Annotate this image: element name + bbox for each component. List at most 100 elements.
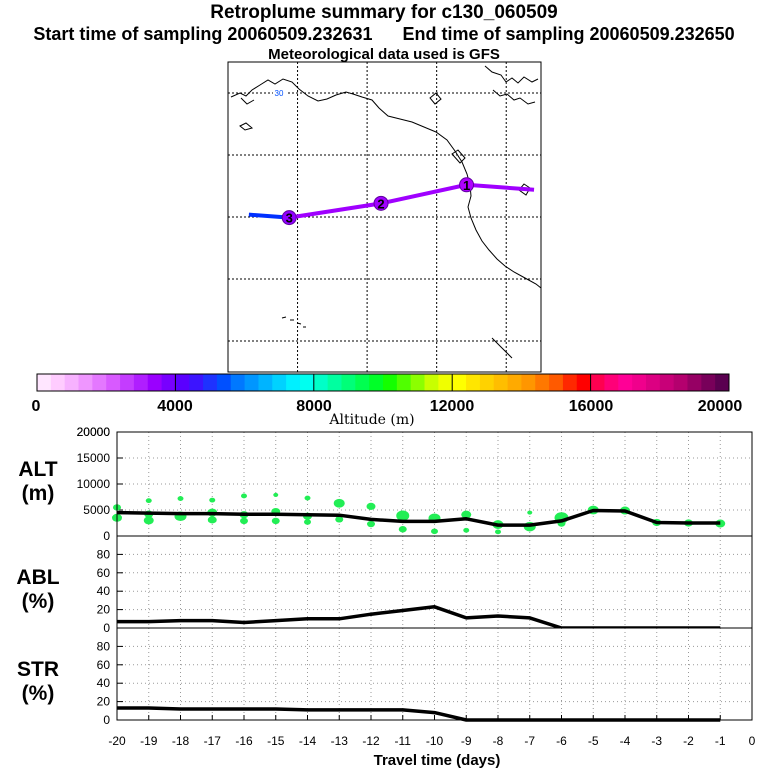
y-tick-label: 5000 [83,503,110,517]
scatter-point [273,492,279,497]
scatter-point [145,498,152,504]
scatter-point [366,502,376,510]
colorbar-swatch [64,374,79,391]
colorbar-swatch [189,374,204,391]
sampling-times: Start time of sampling 20060509.232631 En… [0,24,768,45]
scatter-point [463,527,470,533]
panel-abl: 0 20 40 60 80 ABL(%) [16,535,753,635]
island-shape [239,122,254,131]
colorbar-tick-label: 20000 [698,398,743,415]
x-axis: -20 -19 -18 -17 -16 -15 -14 -13 -12 -11 -10 -9 -8 -7-… [108,715,756,748]
x-tick-label: -6 [556,734,567,748]
map-marker-label: 30 [275,89,284,98]
colorbar-swatch [313,374,329,391]
x-tick-label: -5 [588,734,599,748]
scatter-point [209,497,216,503]
x-tick-label: -12 [362,734,380,748]
trajectory-point-label: 2 [377,196,384,211]
colorbar-tick-label: 4000 [157,398,193,415]
time-series-panels: 0500010000150002000020000ALT(m)020406080… [16,425,755,748]
y-tick-label: 20 [97,695,111,709]
colorbar-swatch [133,374,149,391]
x-tick-label: -2 [683,734,694,748]
scatter-point [495,529,501,535]
scatter-point [398,526,407,533]
colorbar-swatch [50,374,66,391]
x-tick-label: -1 [715,734,726,748]
y-tick-label: 80 [97,639,111,653]
hawaii-islands [281,316,306,328]
colorbar-swatch [632,374,647,391]
colorbar-swatch [161,374,176,391]
y-axis-label: STR [17,658,59,681]
scatter-point [241,493,247,499]
colorbar-swatch [562,374,578,391]
panel-str: 0 20 40 60 80 STR(%) [17,627,753,727]
trajectory-point [459,177,475,193]
x-tick-label: -19 [140,734,158,748]
colorbar-swatch [383,374,398,391]
colorbar-swatch [244,374,259,391]
y-tick-label: 40 [97,676,111,690]
trajectory-point-label: 3 [286,211,293,226]
end-time-label: End time of sampling 20060509.232650 [402,24,735,44]
trajectory: 1 2 3 [248,177,535,226]
colorbar-swatch [645,374,661,391]
y-axis-label: (%) [22,590,55,613]
y-tick-label: 0 [103,621,110,635]
scatter-point [333,498,345,508]
colorbar-swatch [369,374,384,391]
x-tick-label: -17 [204,734,222,748]
colorbar-swatch [507,374,522,391]
colorbar-swatch [479,374,495,391]
colorbar-swatch [535,374,550,391]
scatter-point [461,510,472,519]
trajectory-point-label: 1 [463,178,470,193]
colorbar-swatch [466,374,481,391]
trajectory-point [373,195,389,211]
colorbar-swatch [659,374,675,391]
colorbar-swatch [618,374,633,391]
y-tick-label: 20000 [77,425,111,439]
colorbar-swatch [147,374,162,391]
x-tick-label: -20 [108,734,126,748]
trajectory-line [288,182,535,220]
panel-background [117,628,752,720]
y-tick-label: 20000 [77,425,111,439]
inland-border [484,65,539,84]
colorbar-swatch [673,374,688,391]
colorbar-frame [36,373,730,392]
scatter-point [240,517,248,525]
x-tick-label: -4 [620,734,631,748]
x-tick-label: -14 [299,734,317,748]
colorbar-swatch [715,374,730,391]
x-axis-label: Travel time (days) [374,752,501,768]
trajectory-point [281,210,297,226]
y-tick-label: 0 [103,713,110,727]
y-tick-label: 20 [97,603,111,617]
y-axis-label: (%) [22,682,55,705]
colorbar-swatch [327,374,342,391]
scatter-point [367,520,375,528]
series-line [116,508,721,527]
y-tick-label: 60 [97,566,111,580]
x-tick-label: -8 [493,734,504,748]
scatter-point [335,516,344,523]
scatter-point [431,528,438,535]
x-tick-label: -15 [267,734,285,748]
colorbar-swatch [286,374,301,391]
colorbar-tick-label: 0 [32,398,41,415]
colorbar [36,373,730,392]
colorbar-tick-label: 12000 [430,398,475,415]
colorbar-swatch [92,374,107,391]
marker-background [273,90,286,98]
colorbar-swatch [230,374,245,391]
y-axis-label: ALT [18,458,57,481]
colorbar-tick-label: 8000 [296,398,332,415]
coastal-island [429,92,442,105]
x-tick-label: 0 [749,734,756,748]
map-panel: 30 1 2 3 [227,61,542,373]
colorbar-tick-label: 16000 [569,398,614,415]
x-tick-label: -10 [426,734,444,748]
